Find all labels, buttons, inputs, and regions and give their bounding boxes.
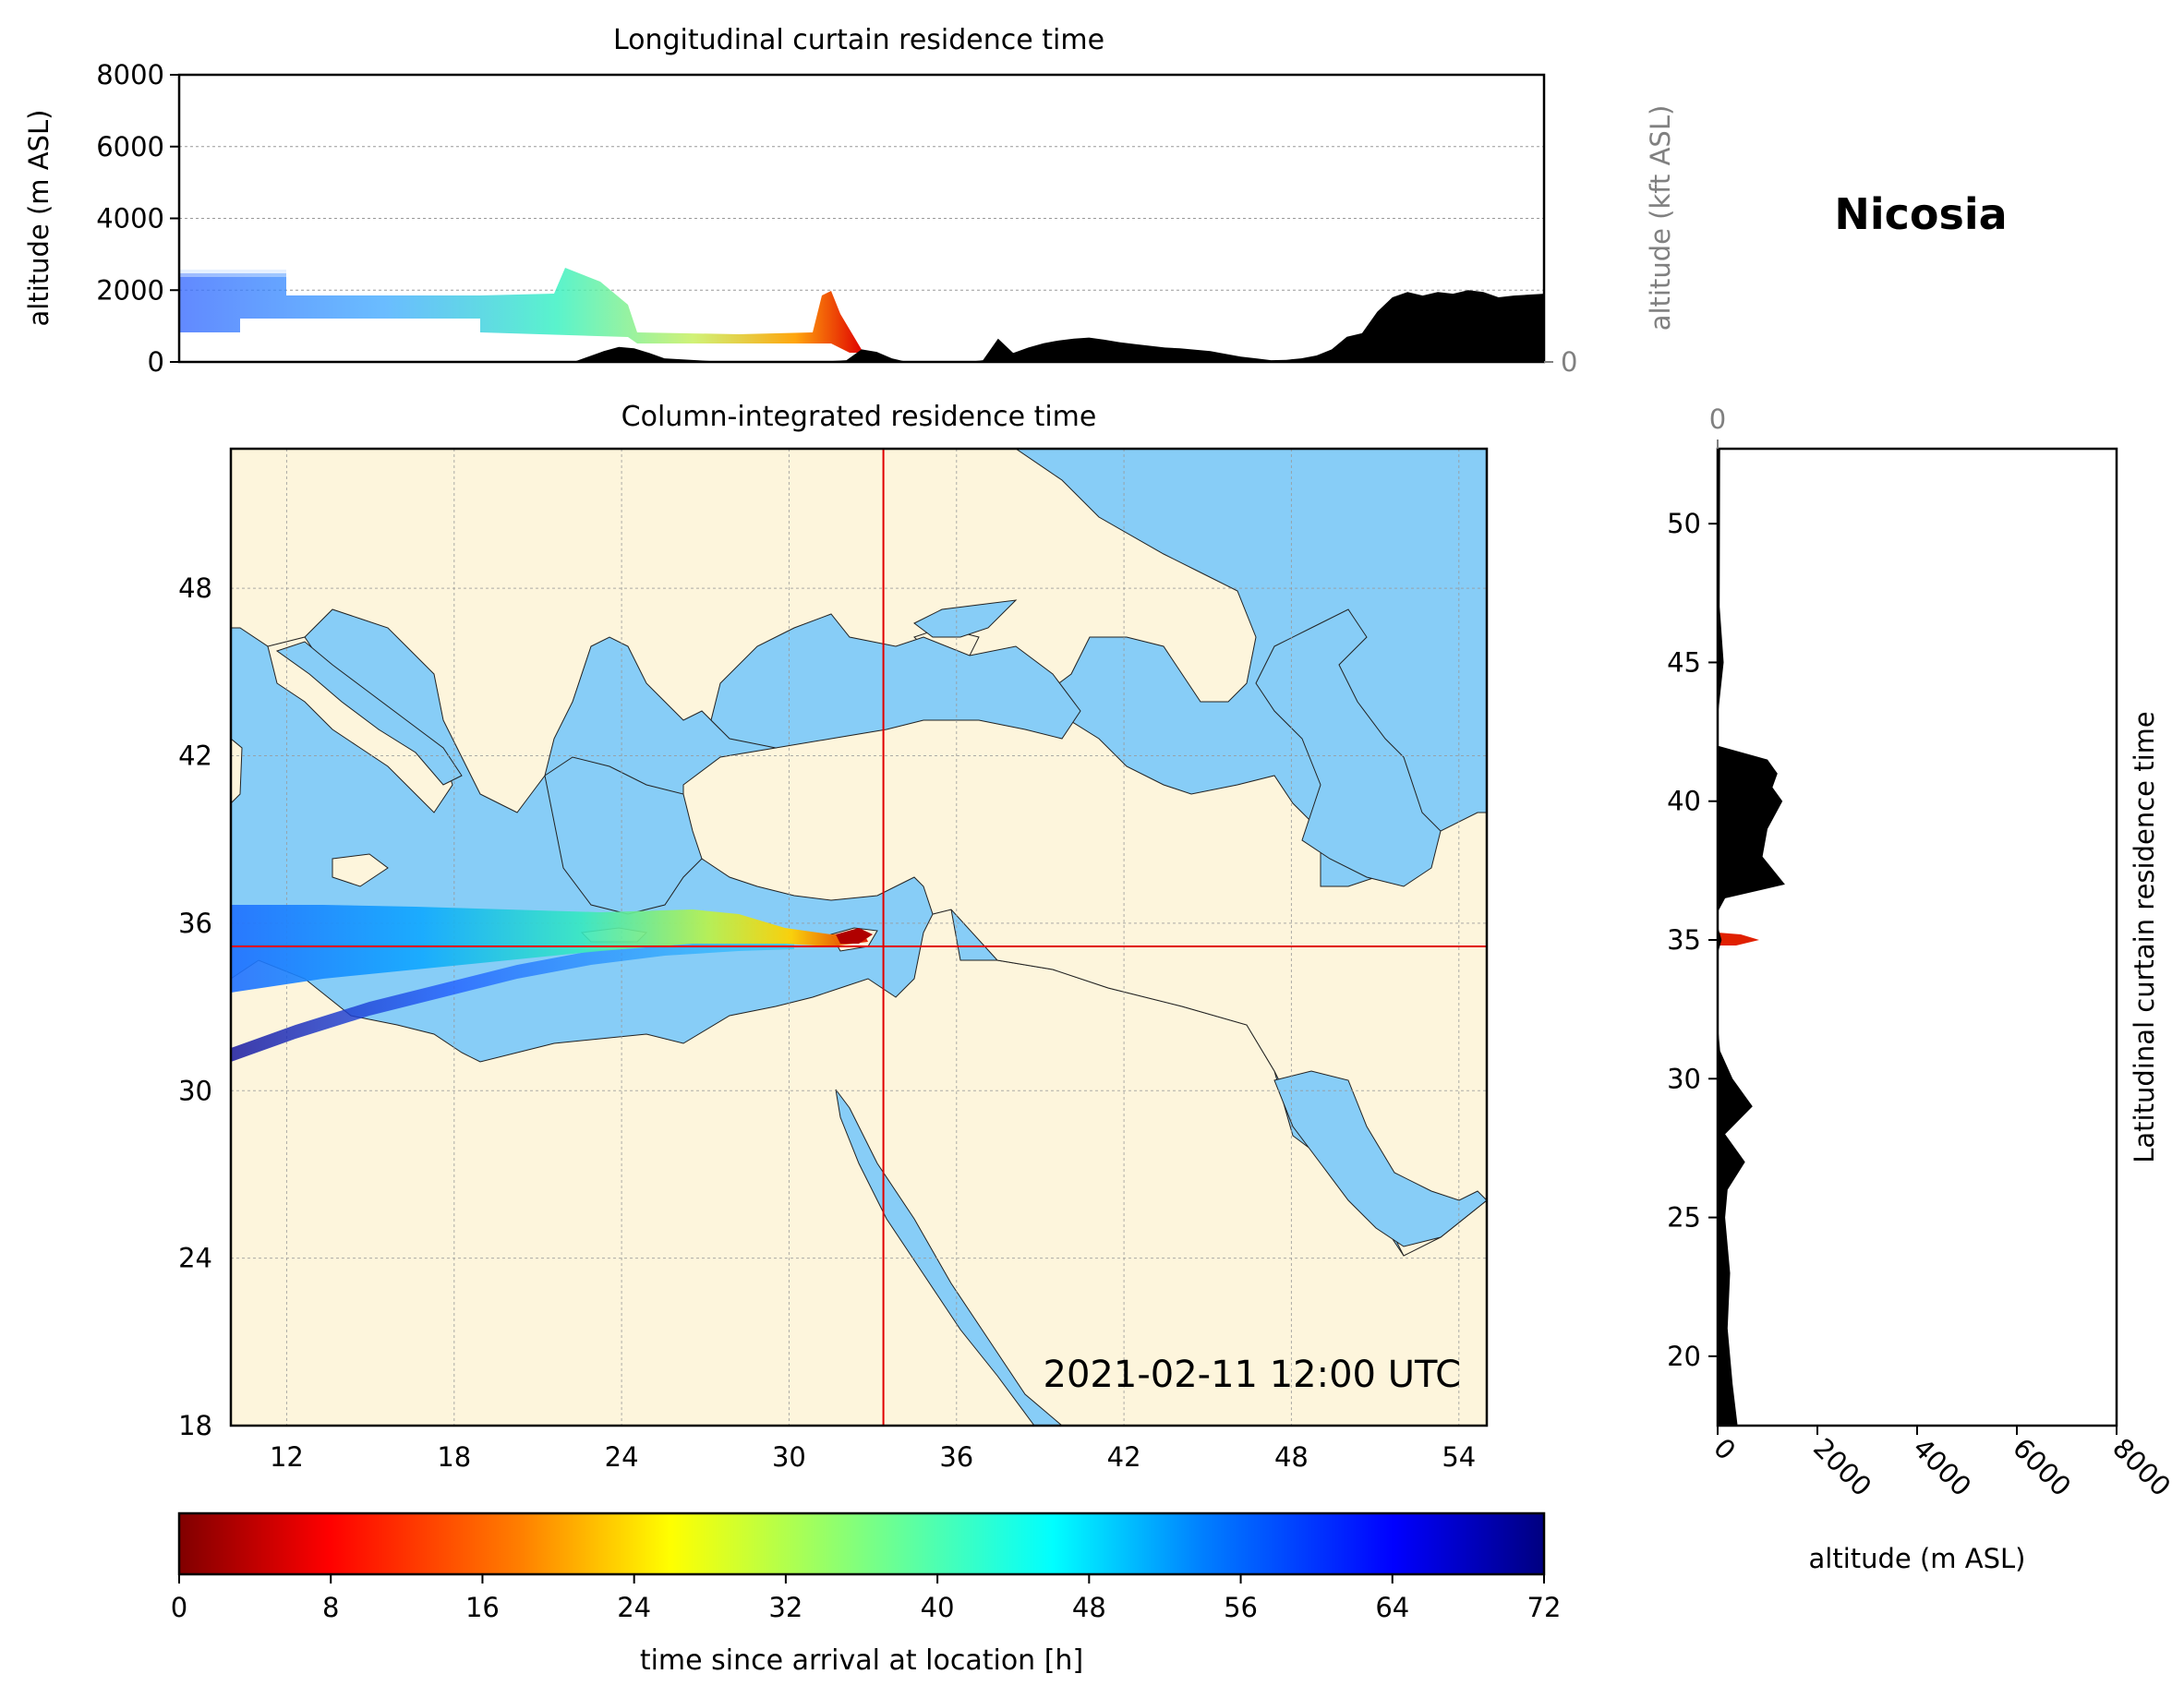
right-top-ticks: 050100	[1709, 403, 1726, 449]
right-y-tick-label: 40	[1667, 786, 1701, 817]
map-frame	[229, 447, 1489, 1427]
right-y-tick-label: 35	[1667, 924, 1701, 956]
top-left-tick-label: 0	[148, 346, 164, 378]
colorbar-frame	[177, 1511, 1546, 1576]
right-panel-frame	[1716, 447, 2118, 1427]
top-left-ticks: 0 2000 4000 6000 8000	[96, 59, 179, 378]
map-title: Column-integrated residence time	[621, 401, 1097, 433]
top-left-tick-label: 8000	[96, 59, 164, 90]
top-ylabel-right: altitude (kft ASL)	[1645, 105, 1676, 331]
caspian-sea	[1255, 608, 1442, 887]
top-right-tick-label: 0	[1561, 346, 1577, 378]
location-title: Nicosia	[1834, 189, 2007, 239]
map-x-tick-label: 12	[270, 1441, 304, 1473]
black-sea	[710, 613, 1081, 749]
top-left-tick-label: 2000	[96, 274, 164, 306]
map-x-tick-label: 42	[1107, 1441, 1141, 1473]
right-bottom-tick-label: 2000	[1807, 1432, 1877, 1502]
map-y-tick-label: 30	[178, 1075, 212, 1106]
curtain-plume-faint	[180, 270, 286, 277]
right-y-tick-label: 30	[1667, 1063, 1701, 1094]
map-x-tick-label: 18	[437, 1441, 471, 1473]
colorbar-tick-label: 64	[1375, 1592, 1409, 1623]
plume-core	[836, 928, 873, 944]
right-top-tick-label: 0	[1709, 403, 1726, 435]
residence-plume	[231, 905, 873, 1062]
map-x-tick-label: 48	[1274, 1441, 1309, 1473]
right-bottom-tick-label: 8000	[2106, 1432, 2177, 1502]
colorbar-tick-label: 0	[171, 1592, 187, 1623]
red-sea	[835, 1089, 1063, 1426]
right-terrain	[1718, 449, 1785, 1426]
right-plume	[1718, 933, 1759, 945]
right-grid	[1717, 449, 1719, 1426]
longitudinal-curtain-panel: Longitudinal curtain residence time 0 200…	[23, 24, 1676, 378]
right-y-tick-label: 45	[1667, 646, 1701, 678]
map-y-tick-label: 48	[178, 572, 212, 604]
right-y-tick-label: 25	[1667, 1202, 1701, 1234]
right-ylabel: Latitudinal curtain residence time	[2129, 711, 2160, 1163]
colorbar-tick-label: 8	[322, 1592, 339, 1623]
curtain-plume	[180, 268, 863, 353]
europe-land	[231, 449, 1257, 813]
right-bottom-tick-label: 0	[1707, 1432, 1742, 1466]
map-x-tick-label: 24	[605, 1441, 639, 1473]
top-ylabel-left: altitude (m ASL)	[23, 110, 54, 327]
top-left-tick-label: 4000	[96, 203, 164, 235]
map-y-tick-label: 18	[178, 1410, 212, 1441]
map-y-tick-label: 42	[178, 741, 212, 772]
right-bottom-tick-label: 6000	[2007, 1432, 2077, 1502]
top-left-tick-label: 6000	[96, 131, 164, 163]
top-right-ticks: 050100	[1544, 346, 1577, 378]
map-x-ticks: 12 18 24 30 36 42 48 54	[270, 1441, 1476, 1473]
map-y-ticks: 18 24 30 36 42 48	[178, 572, 212, 1441]
colorbar-tick-label: 56	[1224, 1592, 1258, 1623]
sicily-land	[332, 853, 389, 887]
colorbar-label: time since arrival at location [h]	[640, 1644, 1083, 1677]
sardinia-land	[231, 738, 243, 804]
colorbar-gradient	[179, 1513, 1544, 1574]
colorbar-ticks: 0 8 16 24 32 40 48 56 64 72	[171, 1574, 1562, 1623]
persian-gulf	[1273, 1070, 1487, 1247]
top-panel-title: Longitudinal curtain residence time	[613, 24, 1104, 56]
right-y-tick-label: 50	[1667, 508, 1701, 539]
right-y-tick-label: 20	[1667, 1341, 1701, 1372]
colorbar-tick-label: 72	[1527, 1592, 1562, 1623]
right-xlabel: altitude (m ASL)	[1809, 1543, 2026, 1574]
right-y-ticks: 20 25 30 35 40 45 50	[1667, 508, 1718, 1372]
adriatic-sea	[275, 641, 463, 786]
map-x-tick-label: 36	[939, 1441, 973, 1473]
right-bottom-ticks: 0 2000 4000 6000 8000	[1707, 1426, 2177, 1502]
map-y-tick-label: 36	[178, 908, 212, 939]
azov-sea	[913, 599, 1018, 638]
colorbar: 0 8 16 24 32 40 48 56 64 72 time since arrival at…	[171, 1511, 1562, 1677]
timestamp-label: 2021-02-11 12:00 UTC	[1044, 1354, 1461, 1396]
right-bottom-tick-label: 4000	[1907, 1432, 1977, 1502]
map-panel: Column-integrated residence time	[178, 401, 1489, 1473]
colorbar-tick-label: 32	[768, 1592, 802, 1623]
colorbar-tick-label: 48	[1072, 1592, 1106, 1623]
colorbar-tick-label: 24	[617, 1592, 651, 1623]
top-terrain	[209, 290, 1544, 362]
colorbar-tick-label: 16	[465, 1592, 500, 1623]
map-x-tick-label: 54	[1442, 1441, 1476, 1473]
map-x-tick-label: 30	[772, 1441, 806, 1473]
aegean-sea	[544, 756, 703, 915]
colorbar-tick-label: 40	[921, 1592, 955, 1623]
map-y-tick-label: 24	[178, 1243, 212, 1274]
plume-main-band	[231, 905, 868, 993]
